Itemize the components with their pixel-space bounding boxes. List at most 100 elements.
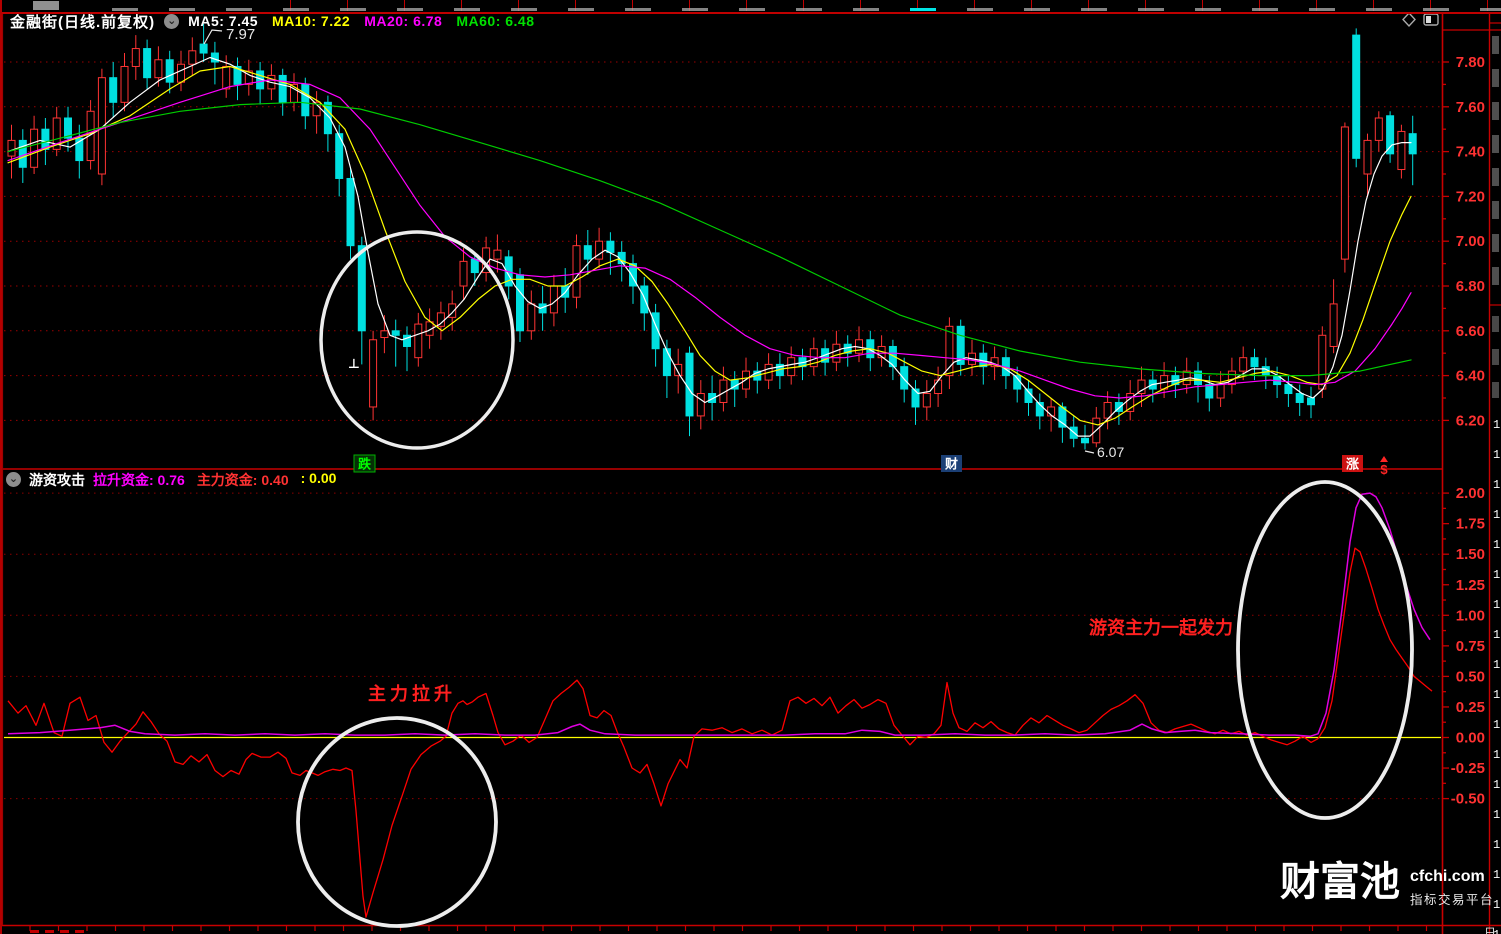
menu-separator bbox=[1259, 0, 1260, 11]
clipped-menu-item[interactable] bbox=[1081, 8, 1107, 11]
candle bbox=[369, 339, 378, 408]
axis-label: 1.50 bbox=[1456, 546, 1485, 563]
clipped-menu-item[interactable] bbox=[1480, 8, 1501, 11]
clipped-vertical-tab-glyph bbox=[1492, 102, 1499, 120]
clipped-vertical-tab-glyph bbox=[1492, 168, 1499, 186]
ma-line-MA60 bbox=[7, 101, 1412, 377]
candle bbox=[403, 334, 411, 347]
clipped-menu-item[interactable] bbox=[568, 8, 594, 11]
menu-separator bbox=[347, 0, 348, 11]
clipped-date-fragment bbox=[60, 930, 69, 933]
chevron-down-icon[interactable]: ⌄ bbox=[164, 13, 180, 29]
window-left-border bbox=[0, 0, 2, 934]
watermark: 财富池 cfchi.com 指标交易平台 bbox=[1280, 861, 1494, 908]
right-sidebar-clipped[interactable]: 1 1 1 1 1 1 1 1 1 1 1 1 1 1 1 1 1 1 bbox=[1490, 22, 1501, 934]
candle bbox=[1227, 370, 1236, 386]
ma-line-MA20 bbox=[7, 79, 1412, 399]
candle bbox=[199, 43, 208, 54]
indicator-header-bar: ⌄ 游资攻击 拉升资金: 0.76 主力资金: 0.40: 0.00 bbox=[6, 469, 337, 488]
candle bbox=[391, 330, 400, 336]
candle bbox=[109, 77, 118, 103]
window-layout-icon[interactable] bbox=[1423, 13, 1439, 26]
clipped-menu-item[interactable] bbox=[853, 8, 879, 11]
ma-value-label: MA10: 7.22 bbox=[272, 13, 351, 29]
candle bbox=[696, 393, 705, 417]
clipped-menu-item[interactable] bbox=[1366, 8, 1392, 11]
candle bbox=[1318, 334, 1327, 390]
clipped-menu-item[interactable] bbox=[1423, 8, 1449, 11]
sidebar-digit: 1 bbox=[1493, 778, 1500, 792]
candle bbox=[448, 303, 457, 318]
axis-label: 6.40 bbox=[1456, 368, 1485, 385]
highlight-circle bbox=[296, 716, 498, 928]
clipped-menu-item[interactable] bbox=[169, 8, 195, 11]
menu-separator bbox=[1487, 0, 1488, 11]
axis-label: 1.25 bbox=[1456, 577, 1485, 594]
candle bbox=[1250, 357, 1259, 368]
clipped-menu-item[interactable] bbox=[967, 8, 993, 11]
high-price-label: 7.97 bbox=[226, 26, 255, 43]
sidebar-digit: 1 bbox=[1493, 808, 1500, 822]
signal-flag-text: 财 bbox=[945, 457, 958, 472]
clipped-menu-item[interactable] bbox=[454, 8, 480, 11]
chart-frame bbox=[0, 12, 1501, 934]
toolbar-button-icon[interactable] bbox=[33, 1, 59, 10]
clipped-menu-item[interactable] bbox=[796, 8, 822, 11]
sidebar-digit: 1 bbox=[1493, 928, 1500, 934]
indicator-value-label: : 0.00 bbox=[300, 469, 337, 486]
clipped-menu-item[interactable] bbox=[682, 8, 708, 11]
clipped-menu-item[interactable] bbox=[283, 8, 309, 11]
clipped-menu-item[interactable] bbox=[226, 8, 252, 11]
ma-values-group: MA5: 7.45 MA10: 7.22 MA20: 6.78 MA60: 6.48 bbox=[188, 13, 534, 29]
chevron-down-icon[interactable]: ⌄ bbox=[6, 472, 21, 487]
indicator-value-label: 拉升资金: 0.76 bbox=[93, 471, 185, 488]
clipped-menu-item[interactable] bbox=[1309, 8, 1335, 11]
axis-labels: 7.80 7.60 7.40 7.20 7.00 6.80 6.60 6.40 6.20 2.00… bbox=[353, 54, 1485, 808]
candle bbox=[956, 325, 965, 365]
sidebar-digit: 1 bbox=[1493, 718, 1500, 732]
menu-separator bbox=[860, 0, 861, 11]
ma-value-label: MA20: 6.78 bbox=[364, 13, 443, 29]
ma-value-label: MA60: 6.48 bbox=[456, 13, 535, 29]
clipped-menu-item[interactable] bbox=[511, 8, 537, 11]
menu-separator bbox=[404, 0, 405, 11]
candle bbox=[922, 393, 931, 408]
candle bbox=[1284, 384, 1293, 395]
clipped-menu-item[interactable] bbox=[1195, 8, 1221, 11]
clipped-menu-item[interactable] bbox=[1024, 8, 1050, 11]
top-menu-bar-clipped[interactable] bbox=[0, 0, 1501, 14]
clipped-date-fragment bbox=[30, 930, 39, 933]
clipped-menu-item[interactable] bbox=[739, 8, 765, 11]
indicator-title: 游资攻击 bbox=[29, 471, 85, 488]
signal-flag-text: 跌 bbox=[358, 457, 372, 472]
candle bbox=[1137, 379, 1146, 395]
candle bbox=[346, 177, 355, 247]
candle bbox=[1103, 401, 1112, 419]
perp-mark: ⊥ bbox=[348, 356, 360, 371]
clipped-menu-item[interactable] bbox=[112, 8, 138, 11]
candle bbox=[572, 245, 581, 298]
candle bbox=[64, 117, 72, 139]
candle bbox=[1035, 401, 1044, 417]
clipped-menu-item[interactable] bbox=[625, 8, 651, 11]
clipped-menu-item[interactable] bbox=[397, 8, 423, 11]
signal-flag-text: 涨 bbox=[1345, 457, 1359, 472]
clipped-menu-item[interactable] bbox=[340, 8, 366, 11]
indicator-line bbox=[7, 547, 1433, 918]
clipped-menu-item[interactable] bbox=[910, 8, 936, 11]
clipped-vertical-tab-glyph bbox=[1492, 69, 1499, 87]
clipped-menu-item[interactable] bbox=[1252, 8, 1278, 11]
clipped-menu-item[interactable] bbox=[1138, 8, 1164, 11]
sidebar-digit: 1 bbox=[1493, 868, 1500, 882]
chart-title-bar: 金融街(日线.前复权) ⌄ MA5: 7.45 MA10: 7.22 MA20: 6… bbox=[10, 13, 535, 31]
diamond-icon[interactable] bbox=[1402, 11, 1416, 28]
candle bbox=[606, 240, 615, 253]
candle bbox=[1295, 393, 1304, 403]
menu-separator bbox=[746, 0, 747, 11]
candle bbox=[708, 393, 717, 403]
candle bbox=[493, 249, 502, 260]
axis-label: 0.25 bbox=[1456, 699, 1485, 716]
menu-separator bbox=[1031, 0, 1032, 11]
candle bbox=[335, 133, 344, 179]
